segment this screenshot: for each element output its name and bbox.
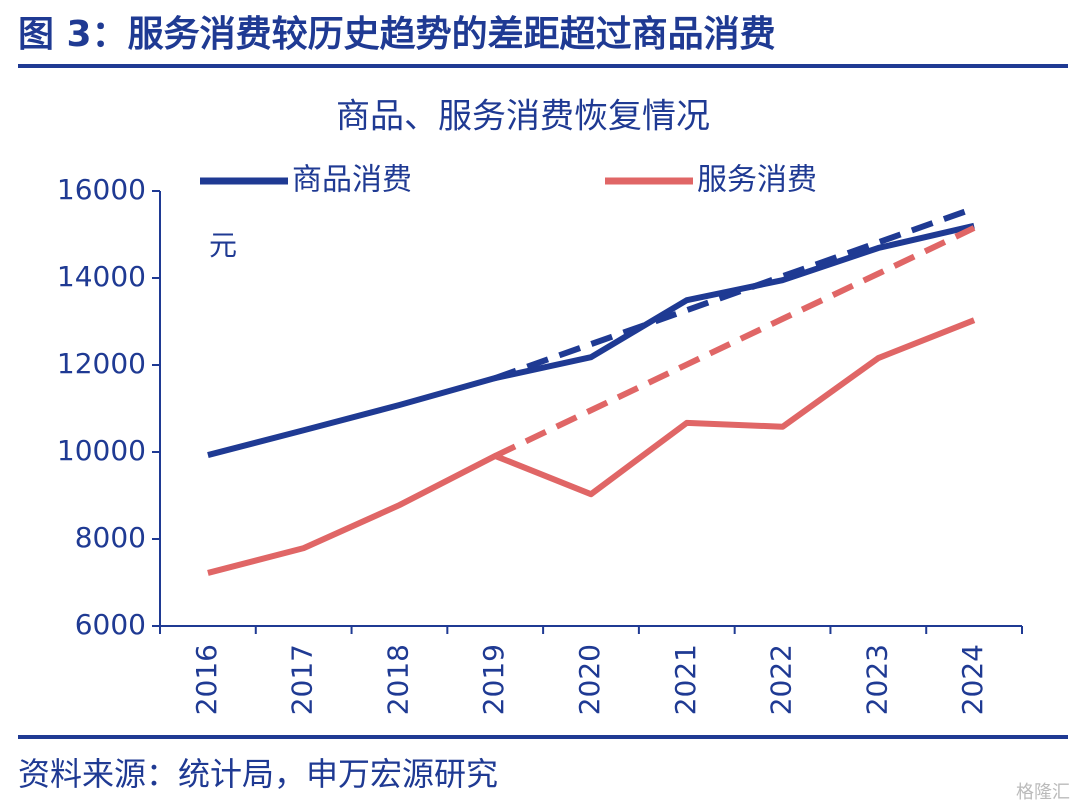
- x-tick-label: 2021: [669, 644, 702, 715]
- y-tick-label: 14000: [57, 260, 146, 293]
- series-line: [207, 317, 976, 576]
- x-tick-label: 2022: [765, 644, 798, 715]
- y-tick-label: 6000: [75, 608, 146, 641]
- footer-rule: [18, 735, 1068, 739]
- chart-title: 商品、服务消费恢复情况: [336, 97, 710, 137]
- legend-label: 商品消费: [292, 163, 412, 198]
- x-tick-label: 2016: [190, 644, 223, 715]
- y-tick-label: 16000: [57, 173, 146, 206]
- figure-title: 图 3：服务消费较历史趋势的差距超过商品消费: [18, 14, 776, 55]
- y-tick-label: 8000: [75, 521, 146, 554]
- x-tick-label: 2024: [956, 644, 989, 715]
- legend-label: 服务消费: [697, 163, 817, 198]
- x-tick-label: 2018: [381, 644, 414, 715]
- series-line: [493, 225, 976, 459]
- x-tick-label: 2020: [573, 644, 606, 715]
- y-unit: 元: [209, 229, 237, 262]
- source-note: 资料来源：统计局，申万宏源研究: [18, 755, 498, 793]
- header-rule: [18, 64, 1068, 68]
- x-tick-label: 2017: [286, 644, 319, 715]
- x-tick-label: 2023: [860, 644, 893, 715]
- series-line: [207, 222, 975, 458]
- x-tick-label: 2019: [477, 644, 510, 715]
- series-line: [494, 205, 976, 381]
- y-tick-label: 10000: [57, 434, 146, 467]
- y-tick-label: 12000: [57, 347, 146, 380]
- watermark: 格隆汇: [1016, 782, 1070, 803]
